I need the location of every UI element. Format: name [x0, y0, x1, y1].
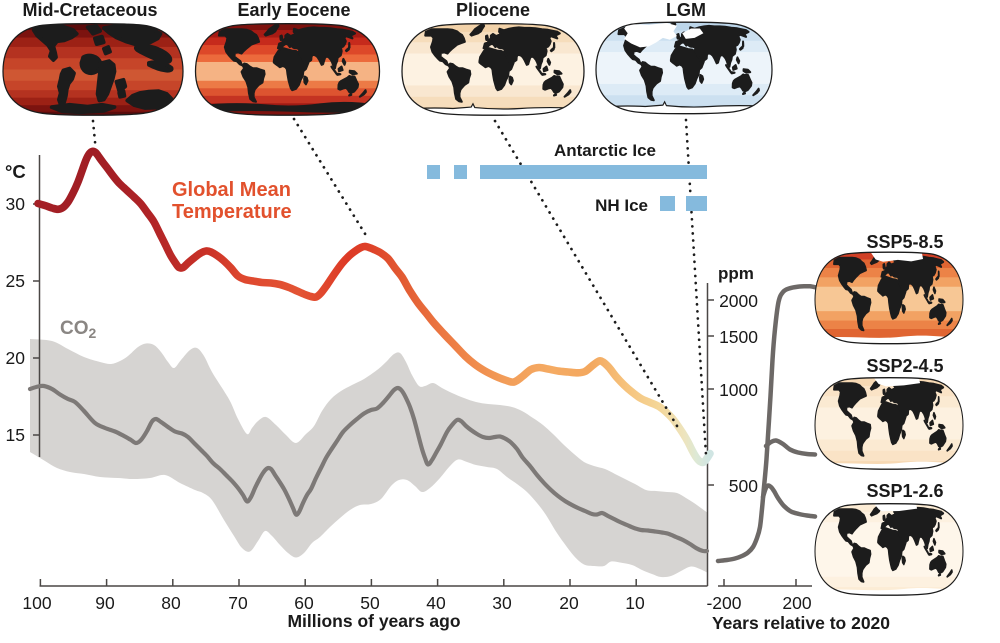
svg-text:SSP1-2.6: SSP1-2.6	[866, 481, 943, 501]
svg-text:Millions of years ago: Millions of years ago	[287, 611, 460, 631]
svg-text:60: 60	[294, 593, 314, 613]
svg-text:2000: 2000	[719, 291, 758, 311]
svg-text:70: 70	[228, 593, 248, 613]
svg-text:30: 30	[6, 194, 26, 214]
svg-text:20: 20	[6, 348, 26, 368]
svg-text:NH Ice: NH Ice	[595, 196, 648, 215]
svg-text:SSP5-8.5: SSP5-8.5	[866, 232, 943, 252]
svg-text:25: 25	[6, 271, 25, 291]
svg-text:Antarctic Ice: Antarctic Ice	[554, 141, 656, 160]
svg-text:Temperature: Temperature	[172, 201, 292, 223]
svg-text:1000: 1000	[719, 380, 758, 400]
svg-text:10: 10	[625, 593, 645, 613]
svg-text:200: 200	[782, 593, 811, 613]
svg-text:15: 15	[6, 425, 25, 445]
svg-text:SSP2-4.5: SSP2-4.5	[866, 356, 943, 376]
svg-text:Global Mean: Global Mean	[172, 179, 291, 201]
svg-text:50: 50	[360, 593, 380, 613]
svg-text:Pliocene: Pliocene	[456, 0, 530, 20]
svg-text:Early Eocene: Early Eocene	[237, 0, 350, 20]
svg-text:500: 500	[729, 476, 758, 496]
svg-text:Mid-Cretaceous: Mid-Cretaceous	[22, 0, 157, 20]
svg-text:-200: -200	[706, 593, 741, 613]
svg-text:80: 80	[161, 593, 181, 613]
svg-text:30: 30	[492, 593, 512, 613]
svg-text:100: 100	[22, 593, 51, 613]
svg-text:40: 40	[426, 593, 446, 613]
svg-text:°C: °C	[5, 161, 26, 182]
svg-text:1500: 1500	[719, 327, 758, 347]
svg-text:ppm: ppm	[718, 264, 754, 283]
svg-text:CO2: CO2	[60, 318, 97, 341]
svg-text:90: 90	[95, 593, 115, 613]
svg-text:20: 20	[559, 593, 579, 613]
svg-text:LGM: LGM	[666, 0, 706, 20]
svg-text:Years relative to 2020: Years relative to 2020	[712, 613, 890, 633]
